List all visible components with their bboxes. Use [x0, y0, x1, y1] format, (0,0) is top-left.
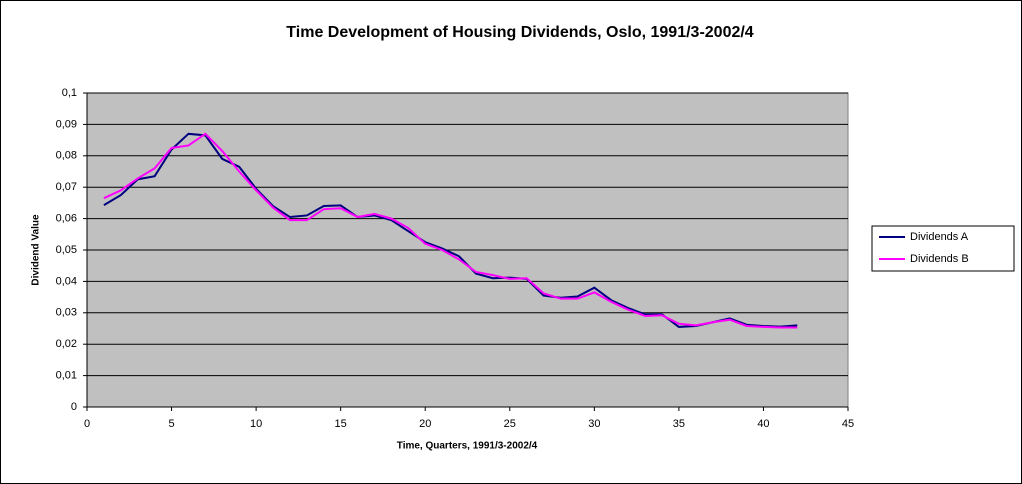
x-tick-label: 40 [757, 418, 769, 430]
chart-title: Time Development of Housing Dividends, O… [286, 24, 754, 41]
x-tick-label: 25 [504, 418, 516, 430]
legend-label: Dividends A [910, 231, 969, 243]
y-tick-label: 0,09 [56, 118, 77, 130]
x-tick-label: 0 [84, 418, 90, 430]
y-tick-label: 0,06 [56, 213, 77, 225]
y-tick-label: 0,04 [56, 275, 77, 287]
x-tick-label: 15 [335, 418, 347, 430]
y-tick-label: 0,02 [56, 338, 77, 350]
series-line [103, 132, 798, 329]
x-tick-label: 10 [250, 418, 262, 430]
y-tick-label: 0,05 [56, 244, 77, 256]
x-tick-label: 45 [842, 418, 854, 430]
y-tick-label: 0,07 [56, 181, 77, 193]
y-tick-label: 0,08 [56, 150, 77, 162]
x-axis-title: Time, Quarters, 1991/3-2002/4 [397, 441, 538, 452]
y-axis-title: Dividend Value [31, 214, 42, 286]
y-tick-label: 0,01 [56, 370, 77, 382]
x-tick-label: 20 [419, 418, 431, 430]
y-tick-label: 0 [71, 401, 77, 413]
y-tick-label: 0,1 [62, 87, 77, 99]
x-tick-label: 5 [168, 418, 174, 430]
x-tick-label: 30 [588, 418, 600, 430]
legend-box [871, 225, 1015, 272]
y-tick-label: 0,03 [56, 307, 77, 319]
x-tick-label: 35 [673, 418, 685, 430]
legend-label: Dividends B [910, 253, 969, 265]
series-line [103, 132, 798, 328]
